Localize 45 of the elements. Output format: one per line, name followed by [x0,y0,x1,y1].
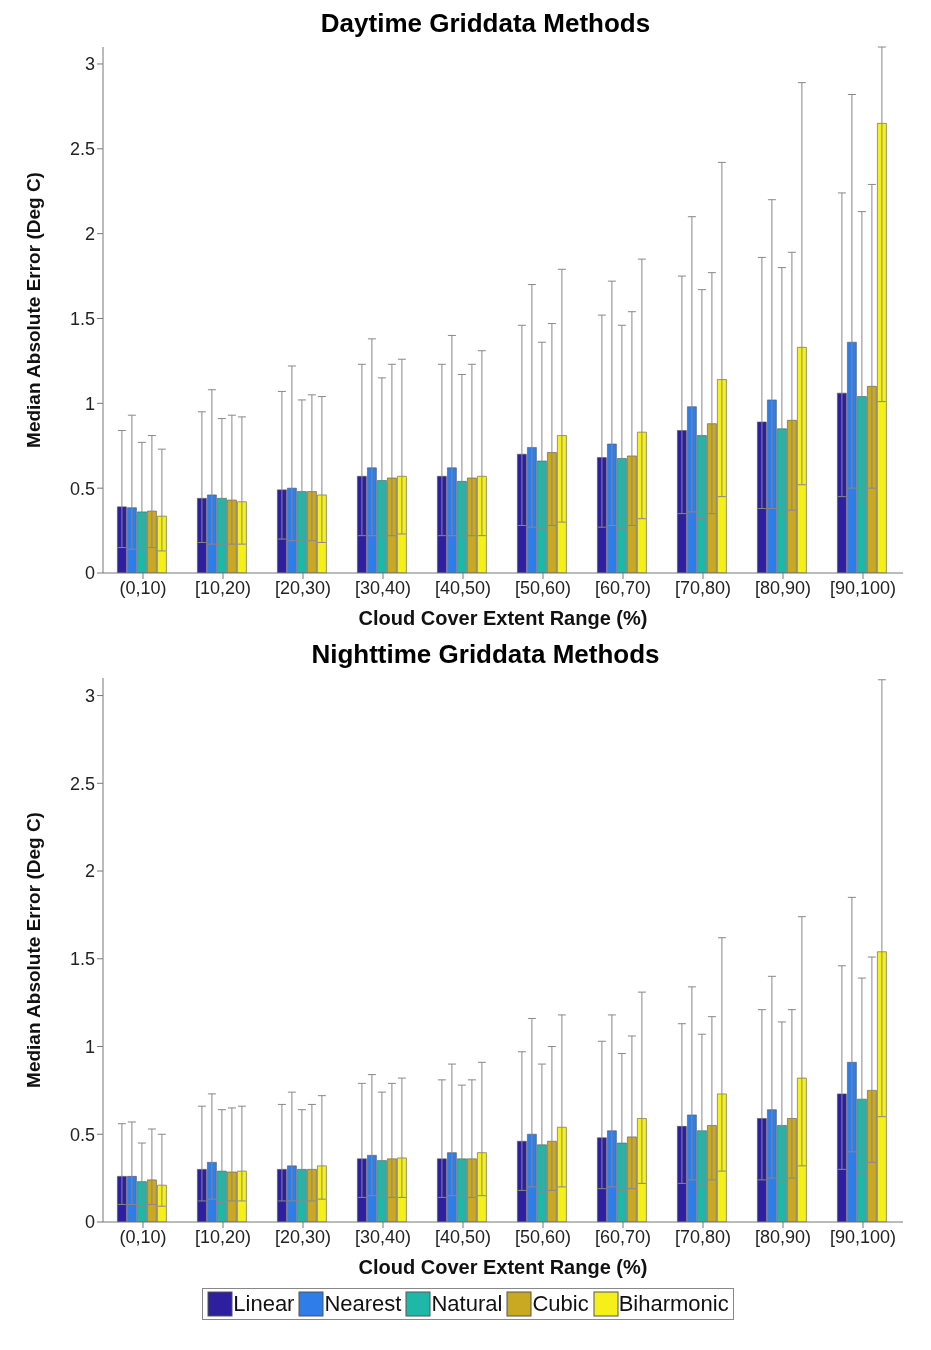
x-tick-label: [90,100) [829,1226,897,1247]
x-tick-label: [50,60) [514,577,572,598]
legend-label: Biharmonic [618,1291,729,1317]
y-tick-label: 0 [84,563,95,584]
y-tick-label: 0 [84,1212,95,1233]
x-tick-label: [10,20) [194,577,252,598]
x-tick-label: [90,100) [829,577,897,598]
y-tick-label: 2.5 [69,773,95,794]
legend-label: Natural [431,1291,503,1317]
x-tick-label: [70,80) [674,1226,732,1247]
y-tick-label: 1 [84,393,95,414]
y-tick-label: 3 [84,54,95,75]
x-tick-label: [30,40) [354,577,412,598]
x-tick-label: [10,20) [194,1226,252,1247]
x-tick-label: [80,90) [754,577,812,598]
y-tick-label: 2.5 [69,139,95,160]
y-tick-label: 3 [84,685,95,706]
x-tick-label: [70,80) [674,577,732,598]
y-tick-label: 1.5 [69,308,95,329]
x-axis-title: Cloud Cover Extent Range (%) [358,607,648,629]
x-tick-label: [40,50) [434,577,492,598]
y-axis-title: Median Absolute Error (Deg C) [22,812,44,1088]
x-axis-title: Cloud Cover Extent Range (%) [358,1256,648,1278]
y-axis-title: Median Absolute Error (Deg C) [22,172,44,448]
y-tick-label: 1.5 [69,949,95,970]
y-tick-label: 2 [84,861,95,882]
legend-label: Nearest [324,1291,402,1317]
chart-title: Nighttime Griddata Methods [310,639,661,670]
x-tick-label: [40,50) [434,1226,492,1247]
y-tick-label: 1 [84,1036,95,1057]
x-tick-label: [80,90) [754,1226,812,1247]
y-tick-label: 2 [84,224,95,245]
x-tick-label: [60,70) [594,1226,652,1247]
x-tick-label: [20,30) [274,577,332,598]
y-tick-label: 0.5 [69,478,95,499]
legend-label: Cubic [532,1291,589,1317]
legend-label: Linear [233,1291,295,1317]
y-tick-label: 0.5 [69,1124,95,1145]
x-tick-label: [30,40) [354,1226,412,1247]
x-tick-label: [20,30) [274,1226,332,1247]
x-tick-label: (0,10) [119,577,167,598]
chart-title: Daytime Griddata Methods [319,8,652,39]
x-tick-label: [60,70) [594,577,652,598]
x-tick-label: (0,10) [119,1226,167,1247]
x-tick-label: [50,60) [514,1226,572,1247]
